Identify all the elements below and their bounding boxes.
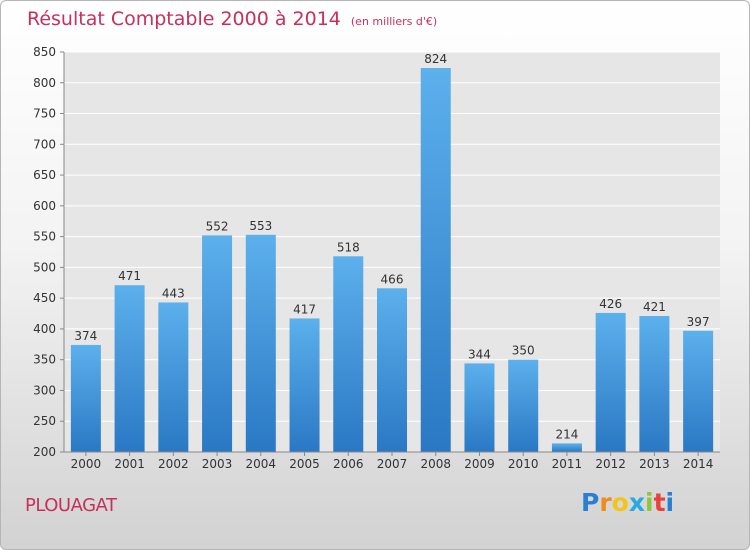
bar — [508, 359, 539, 452]
bar-value-label: 553 — [249, 219, 272, 233]
x-tick-label: 2011 — [552, 457, 583, 471]
chart-title-text: Résultat Comptable 2000 à 2014 — [27, 8, 341, 30]
logo-letter: r — [599, 488, 612, 517]
y-tick-label: 500 — [33, 260, 56, 274]
bar — [245, 234, 276, 452]
axes: 200 250 300 350 400 450 500 550 600 650 700 750 800 8… — [33, 45, 720, 471]
bar — [420, 68, 451, 452]
bar — [377, 288, 407, 452]
y-tick-label: 600 — [33, 199, 56, 213]
bars: 374 471 443 552 553 417 518 466 824 344 350 214 426 4… — [70, 52, 714, 452]
proxiti-logo: Proxiti — [581, 488, 674, 517]
bar — [289, 318, 320, 452]
y-tick-label: 700 — [33, 137, 56, 151]
bar-value-label: 426 — [599, 297, 622, 311]
bar-value-label: 421 — [643, 300, 666, 314]
bar-value-label: 471 — [118, 269, 141, 283]
x-tick-label: 2000 — [71, 457, 102, 471]
x-tick-label: 2003 — [202, 457, 233, 471]
x-tick-label: 2005 — [289, 457, 320, 471]
x-tick-label: 2013 — [639, 457, 670, 471]
bar — [464, 363, 495, 452]
bar-value-label: 443 — [162, 286, 185, 300]
logo-letter: i — [645, 488, 654, 517]
bar — [333, 256, 364, 452]
bar-value-label: 552 — [206, 219, 229, 233]
y-tick-label: 350 — [33, 353, 56, 367]
chart-subtitle: (en milliers d'€) — [350, 15, 438, 28]
bar-value-label: 344 — [468, 347, 491, 361]
city-name: PLOUAGAT — [25, 495, 117, 516]
chart-title: Résultat Comptable 2000 à 2014 (en millie… — [27, 8, 437, 30]
bar-value-label: 350 — [512, 344, 535, 358]
logo-letter: x — [628, 488, 645, 517]
bar — [70, 344, 101, 452]
bar-value-label: 466 — [381, 272, 404, 286]
bar — [595, 312, 626, 452]
bar-value-label: 214 — [555, 427, 578, 441]
bar — [683, 330, 714, 452]
logo-letter: P — [581, 488, 600, 517]
x-tick-label: 2002 — [158, 457, 189, 471]
y-tick-label: 750 — [33, 107, 56, 121]
x-tick-label: 2014 — [683, 457, 714, 471]
y-tick-label: 650 — [33, 168, 56, 182]
x-tick-label: 2007 — [377, 457, 408, 471]
x-tick-label: 2008 — [420, 457, 451, 471]
y-tick-label: 450 — [33, 291, 56, 305]
y-tick-label: 400 — [33, 322, 56, 336]
logo-letter: i — [665, 488, 675, 517]
x-tick-label: 2006 — [333, 457, 364, 471]
bar-value-label: 518 — [337, 240, 360, 254]
x-tick-label: 2012 — [595, 457, 626, 471]
bar-value-label: 417 — [293, 302, 316, 316]
y-tick-label: 200 — [33, 445, 56, 459]
bar — [114, 285, 145, 452]
x-tick-label: 2004 — [246, 457, 277, 471]
bar — [551, 443, 582, 452]
x-tick-label: 2001 — [114, 457, 145, 471]
y-tick-label: 800 — [33, 76, 56, 90]
bar — [639, 316, 670, 452]
bar-value-label: 397 — [687, 315, 710, 329]
x-tick-label: 2010 — [508, 457, 539, 471]
logo-letter: o — [611, 488, 629, 517]
logo-letter: t — [653, 488, 666, 517]
y-tick-label: 300 — [33, 383, 56, 397]
bar — [158, 302, 189, 452]
y-tick-label: 250 — [33, 414, 56, 428]
bar-value-label: 374 — [74, 329, 97, 343]
y-tick-label: 850 — [33, 45, 56, 59]
x-tick-label: 2009 — [464, 457, 495, 471]
y-tick-label: 550 — [33, 230, 56, 244]
bar — [202, 235, 233, 452]
bar-value-label: 824 — [424, 52, 447, 66]
